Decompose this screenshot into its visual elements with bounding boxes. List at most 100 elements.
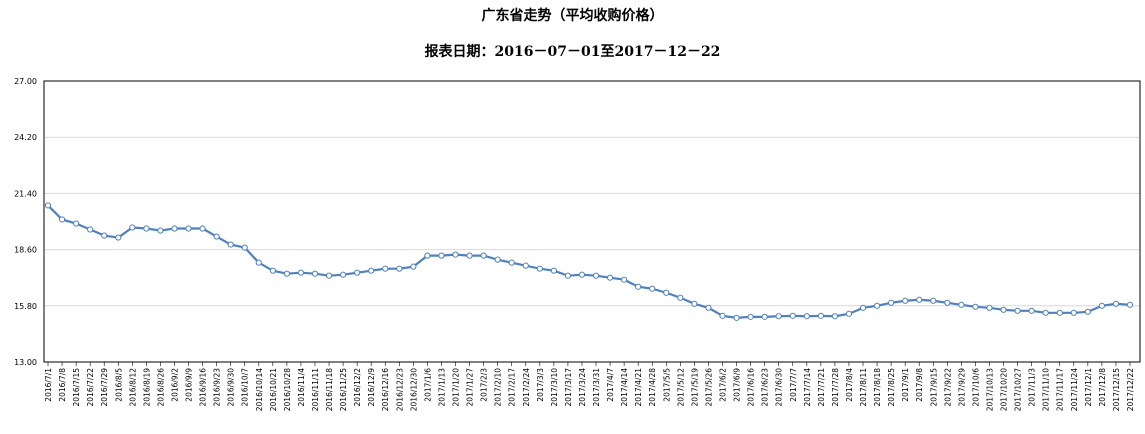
data-point bbox=[873, 302, 881, 309]
x-tick-label: 2016/11/11 bbox=[311, 368, 320, 411]
x-tick-label: 2017/1/13 bbox=[437, 368, 446, 407]
data-point bbox=[283, 270, 290, 277]
x-tick-label: 2016/9/2 bbox=[170, 368, 179, 402]
data-point bbox=[677, 294, 684, 301]
data-point bbox=[115, 234, 122, 241]
data-point bbox=[311, 270, 319, 277]
data-point bbox=[592, 272, 600, 279]
data-point bbox=[705, 304, 712, 311]
y-tick-label: 15.80 bbox=[14, 302, 37, 311]
data-point bbox=[1070, 309, 1077, 316]
y-tick-label: 18.60 bbox=[14, 246, 37, 255]
data-point bbox=[368, 267, 375, 274]
data-point bbox=[719, 312, 726, 319]
y-tick-label: 24.20 bbox=[14, 133, 37, 142]
x-tick-label: 2017/9/8 bbox=[915, 368, 924, 402]
data-point bbox=[1014, 307, 1021, 314]
data-point bbox=[747, 313, 754, 320]
data-point bbox=[241, 244, 248, 251]
data-point bbox=[199, 225, 206, 232]
data-point bbox=[564, 272, 572, 279]
data-point bbox=[550, 267, 557, 274]
data-point bbox=[1084, 308, 1091, 315]
x-tick-label: 2017/12/8 bbox=[1098, 368, 1107, 407]
x-tick-label: 2017/10/13 bbox=[985, 368, 994, 411]
x-tick-label: 2017/9/22 bbox=[943, 368, 952, 407]
x-tick-label: 2016/8/19 bbox=[142, 368, 151, 407]
data-point bbox=[354, 269, 361, 276]
x-tick-label: 2017/10/20 bbox=[1000, 368, 1009, 411]
x-tick-label: 2017/10/6 bbox=[971, 368, 980, 407]
data-point bbox=[101, 232, 108, 239]
data-point bbox=[691, 300, 698, 307]
x-tick-label: 2016/9/9 bbox=[185, 368, 194, 402]
x-tick-label: 2017/11/17 bbox=[1056, 368, 1065, 411]
chart-title: 广东省走势（平均收购价格） bbox=[481, 8, 664, 24]
data-point bbox=[1126, 301, 1134, 308]
x-tick-label: 2017/8/25 bbox=[887, 368, 896, 407]
data-point bbox=[143, 225, 150, 232]
x-tick-label: 2017/9/1 bbox=[901, 368, 910, 402]
data-point bbox=[58, 216, 66, 223]
data-point bbox=[255, 259, 262, 266]
chart-subtitle: 报表日期：2016－07－01至2017－12－22 bbox=[424, 44, 721, 60]
x-tick-label: 2017/6/2 bbox=[718, 368, 727, 402]
x-tick-label: 2016/9/23 bbox=[213, 368, 222, 407]
gridlines bbox=[44, 80, 1140, 363]
data-point bbox=[87, 226, 94, 233]
x-tick-label: 2017/6/30 bbox=[775, 368, 784, 407]
data-point bbox=[213, 233, 220, 240]
x-tick-label: 2017/4/7 bbox=[606, 368, 615, 402]
data-point bbox=[424, 252, 431, 259]
data-point bbox=[845, 310, 853, 317]
x-tick-label: 2016/7/22 bbox=[86, 368, 95, 407]
data-point bbox=[508, 259, 515, 266]
y-tick-label: 13.00 bbox=[14, 358, 37, 367]
plot-area-frame bbox=[43, 80, 1141, 363]
x-tick-label: 2017/7/14 bbox=[803, 368, 812, 407]
x-tick-label: 2017/12/22 bbox=[1126, 368, 1135, 411]
x-tick-label: 2016/7/1 bbox=[44, 368, 53, 402]
data-point bbox=[902, 297, 909, 304]
x-tick-label: 2016/11/4 bbox=[297, 368, 306, 407]
x-tick-label: 2017/9/29 bbox=[957, 368, 966, 407]
data-point bbox=[396, 265, 403, 272]
x-tick-label: 2017/11/24 bbox=[1070, 368, 1079, 411]
x-tick-label: 2017/7/21 bbox=[817, 368, 826, 407]
data-point bbox=[227, 241, 234, 248]
data-point bbox=[916, 296, 923, 303]
x-tick-label: 2017/5/5 bbox=[662, 368, 671, 402]
data-point bbox=[494, 256, 501, 263]
data-point bbox=[438, 252, 445, 259]
data-point bbox=[410, 263, 417, 270]
data-point bbox=[733, 314, 740, 321]
x-axis-ticks: 2016/7/1 2016/7/8 2016/7/15 2016/7/22 2016/7… bbox=[44, 362, 1135, 411]
data-point bbox=[944, 299, 951, 306]
x-tick-label: 2016/12/23 bbox=[395, 368, 404, 411]
data-point bbox=[536, 265, 543, 272]
x-tick-label: 2016/12/30 bbox=[409, 368, 418, 411]
data-point bbox=[466, 252, 473, 259]
x-tick-label: 2016/10/7 bbox=[241, 368, 250, 407]
x-tick-label: 2017/8/4 bbox=[845, 368, 854, 402]
x-tick-label: 2017/12/1 bbox=[1084, 368, 1093, 407]
x-tick-label: 2017/4/14 bbox=[620, 368, 629, 407]
x-tick-label: 2016/12/16 bbox=[381, 368, 390, 411]
y-tick-label: 21.40 bbox=[14, 189, 37, 198]
data-point bbox=[1112, 300, 1120, 307]
data-point bbox=[171, 225, 178, 232]
data-point bbox=[888, 299, 895, 306]
data-point bbox=[1042, 309, 1049, 316]
x-tick-label: 2016/10/21 bbox=[269, 368, 278, 411]
data-point bbox=[803, 313, 810, 320]
data-point bbox=[859, 304, 867, 311]
data-point bbox=[986, 304, 993, 311]
data-point bbox=[1000, 306, 1007, 313]
x-tick-label: 2016/7/8 bbox=[58, 368, 67, 402]
data-point bbox=[73, 220, 80, 227]
x-tick-label: 2017/11/3 bbox=[1028, 368, 1037, 407]
data-point bbox=[1098, 302, 1105, 309]
x-tick-label: 2016/10/14 bbox=[255, 368, 264, 411]
data-point bbox=[269, 267, 276, 274]
